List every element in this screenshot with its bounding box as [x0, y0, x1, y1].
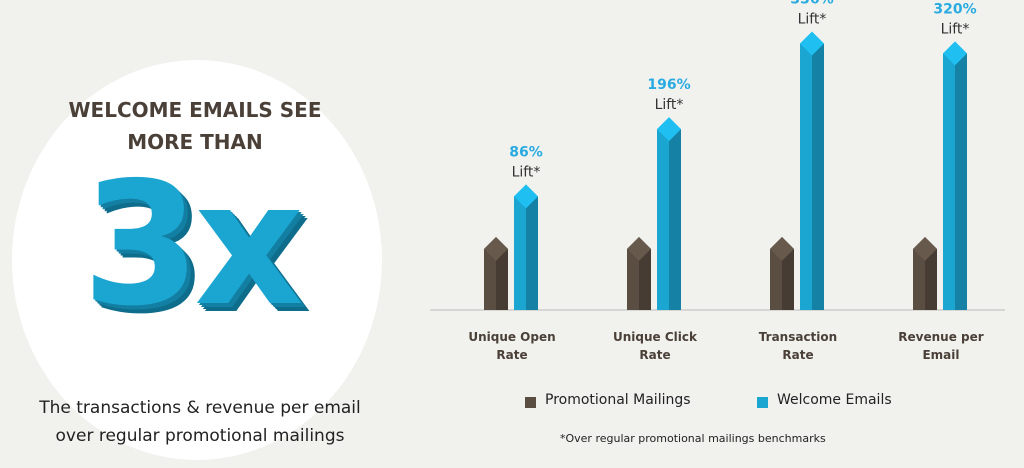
- bar-top: [770, 236, 794, 261]
- bar-front: [913, 248, 925, 310]
- lift-word: Lift*: [941, 21, 970, 37]
- bar-side: [639, 248, 651, 310]
- panel-title: WELCOME EMAILS SEE: [68, 98, 322, 122]
- lift-value: 336%: [790, 0, 833, 8]
- bar-front: [943, 53, 955, 310]
- x-tick-label: Unique Click Rate: [613, 330, 697, 362]
- lift-value: 86%: [509, 144, 543, 160]
- bar-top: [943, 41, 967, 66]
- lift-value: 320%: [933, 1, 976, 17]
- footnote: *Over regular promotional mailings bench…: [560, 432, 826, 445]
- bar-top: [657, 117, 681, 142]
- bar-front: [800, 43, 812, 311]
- bar-side: [925, 248, 937, 310]
- legend-swatch: [525, 397, 536, 408]
- panel-subtitle: The transactions & revenue per email: [39, 398, 361, 418]
- x-tick-label: Unique Open Rate: [468, 330, 556, 362]
- bar-top: [484, 236, 508, 261]
- lift-word: Lift*: [798, 12, 827, 28]
- bar-side: [669, 129, 681, 310]
- bar-side: [955, 53, 967, 310]
- bar-top: [514, 184, 538, 209]
- x-tick-label: Transaction Rate: [758, 330, 838, 362]
- bar-side: [812, 43, 824, 311]
- bar-side: [496, 248, 508, 310]
- panel-subtitle: over regular promotional mailings: [55, 426, 345, 446]
- lift-value: 196%: [647, 77, 690, 93]
- bar-side: [526, 196, 538, 310]
- bar-front: [657, 129, 669, 310]
- bar-front: [770, 248, 782, 310]
- x-tick-label: Revenue per Email: [898, 330, 984, 362]
- panel-title: MORE THAN: [127, 130, 263, 154]
- legend-label: Promotional Mailings: [545, 392, 691, 408]
- circle-bg: [12, 60, 382, 460]
- legend-label: Welcome Emails: [777, 392, 892, 408]
- bar-top: [800, 31, 824, 56]
- lift-word: Lift*: [512, 164, 541, 180]
- bar-top: [913, 236, 937, 261]
- bar-top: [627, 236, 651, 261]
- big-number: 3x: [82, 146, 304, 344]
- bar-front: [627, 248, 639, 310]
- legend-swatch: [757, 397, 768, 408]
- bar-side: [782, 248, 794, 310]
- lift-word: Lift*: [655, 97, 684, 113]
- bar-front: [484, 248, 496, 310]
- bar-front: [514, 196, 526, 310]
